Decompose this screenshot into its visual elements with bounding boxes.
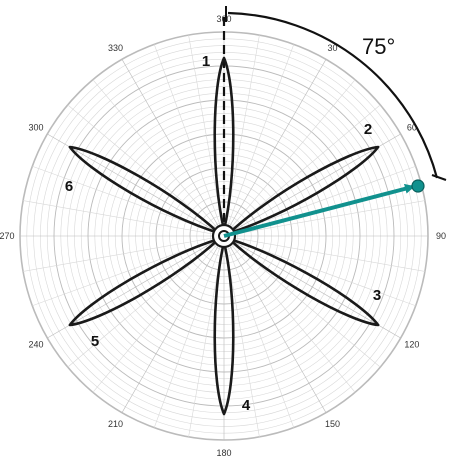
angle-dimension-tick-end [431,174,447,181]
petal-number-labels: 1 2 3 4 5 6 [65,53,381,414]
grid-spoke [47,133,225,237]
petal-label-3: 3 [373,287,381,304]
grid-spoke [223,235,401,339]
grid-spoke [121,59,225,237]
grid-spoke [223,133,401,237]
petal-label-4: 4 [242,397,251,414]
petal-2 [227,145,380,235]
petal-6 [68,145,221,235]
petal-3 [227,237,380,327]
grid-spoke [47,235,225,339]
petal-label-1: 1 [202,53,210,70]
angle-dimension-arc [227,11,439,179]
angle-tick-label: 270 [0,231,15,241]
angle-tick-label: 120 [404,340,419,350]
petal-4 [213,240,235,416]
grid-spoke [223,200,425,237]
grid-spoke [223,235,425,272]
angle-tick-label: 90 [436,231,446,241]
grid-spoke [223,235,356,393]
grid-spoke [153,44,225,237]
petal-label-5: 5 [91,333,99,350]
petal-label-2: 2 [364,121,372,138]
grid-spoke [23,235,225,272]
grid-spoke [223,235,327,413]
angle-annotation-label: 75° [362,34,395,59]
petal-1 [213,56,235,232]
angle-tick-label: 210 [108,419,123,429]
angle-tick-labels: 360306090120150180210240270300330 [0,14,446,458]
angle-tick-label: 180 [216,448,231,458]
grid-spoke [223,79,356,237]
rose-petals [68,56,380,416]
grid-spoke [92,235,225,393]
angle-tick-label: 300 [29,123,44,133]
grid-spoke [223,44,295,237]
grid-spoke [153,235,225,428]
grid-spoke [223,235,295,428]
petal-5 [68,237,221,327]
grid-spoke [92,79,225,237]
direction-arrow-tip-dot [411,179,425,193]
grid-spoke [223,59,327,237]
petal-label-6: 6 [65,178,73,195]
grid-spoke [121,235,225,413]
angle-tick-label: 240 [29,340,44,350]
angle-tick-label: 330 [108,43,123,53]
angle-tick-label: 60 [407,123,417,133]
angle-tick-label: 30 [327,43,337,53]
angle-tick-label: 150 [325,419,340,429]
direction-arrow [223,183,415,238]
grid-spoke [23,200,225,237]
